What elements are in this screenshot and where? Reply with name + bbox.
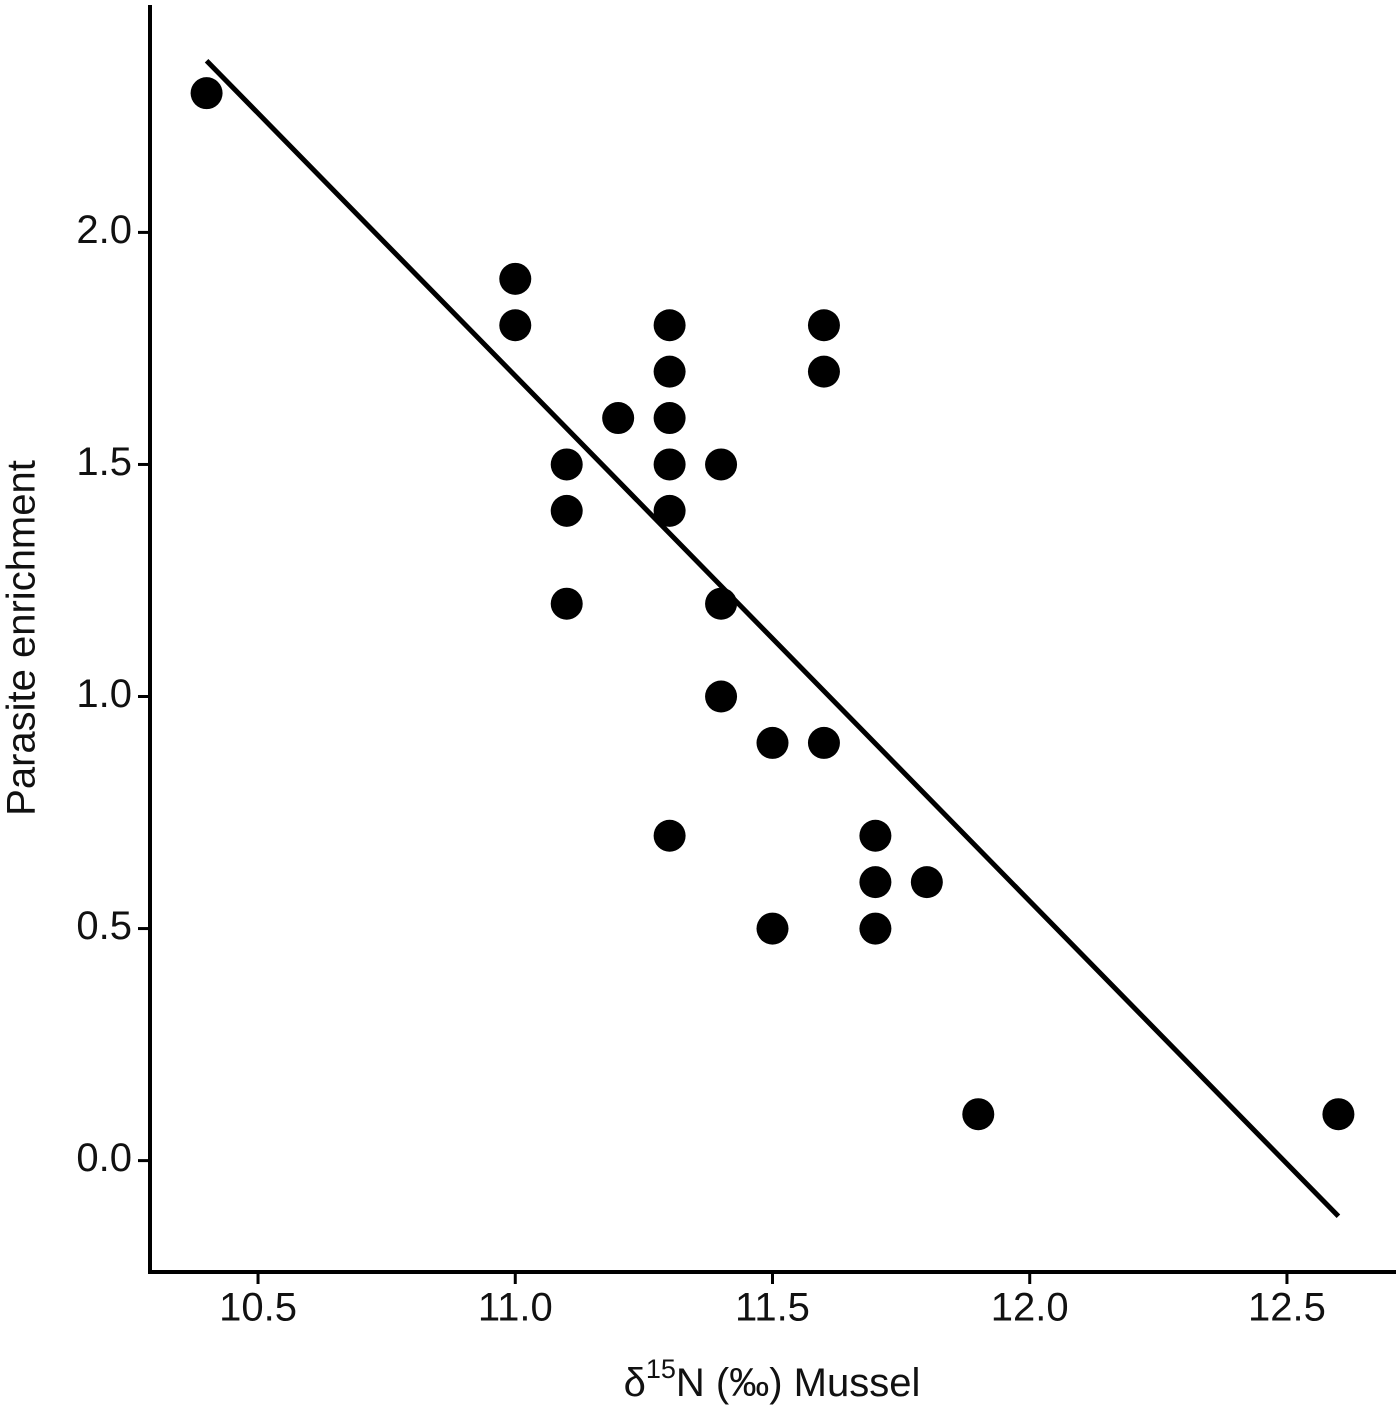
point [756,726,789,759]
point [499,262,532,295]
point [190,77,223,110]
point [859,819,892,852]
point [705,680,738,713]
x-axis-label: δ15N (‰) Mussel [624,1354,921,1404]
x-tick-label: 10.5 [219,1286,297,1330]
y-tick-label: 1.5 [76,440,132,484]
point [653,494,686,527]
y-tick-label: 0.0 [76,1136,132,1180]
point [807,355,840,388]
point [653,309,686,342]
x-label-sup: 15 [646,1354,676,1384]
y-tick-label: 1.0 [76,672,132,716]
point [756,912,789,945]
y-tick-label: 0.5 [76,904,132,948]
point [653,448,686,481]
point [705,587,738,620]
point [807,309,840,342]
x-tick-label: 11.0 [478,1286,553,1330]
point [653,402,686,435]
x-tick-label: 12.5 [1248,1286,1326,1330]
x-label-suffix: N (‰) Mussel [676,1361,920,1405]
point [705,448,738,481]
point [499,309,532,342]
point [859,912,892,945]
point [910,866,943,899]
point [962,1098,995,1131]
point [807,726,840,759]
point [550,448,583,481]
point [859,866,892,899]
x-tick-label: 12.0 [991,1286,1069,1330]
y-tick-label: 2.0 [76,208,132,252]
point [653,355,686,388]
fit-line [204,58,1341,1219]
point [550,587,583,620]
point [550,494,583,527]
x-label-prefix: δ [624,1361,646,1405]
point [602,402,635,435]
y-axis-label: Parasite enrichment [0,460,44,816]
point [1322,1098,1355,1131]
x-tick-label: 11.5 [735,1286,810,1330]
point [653,819,686,852]
